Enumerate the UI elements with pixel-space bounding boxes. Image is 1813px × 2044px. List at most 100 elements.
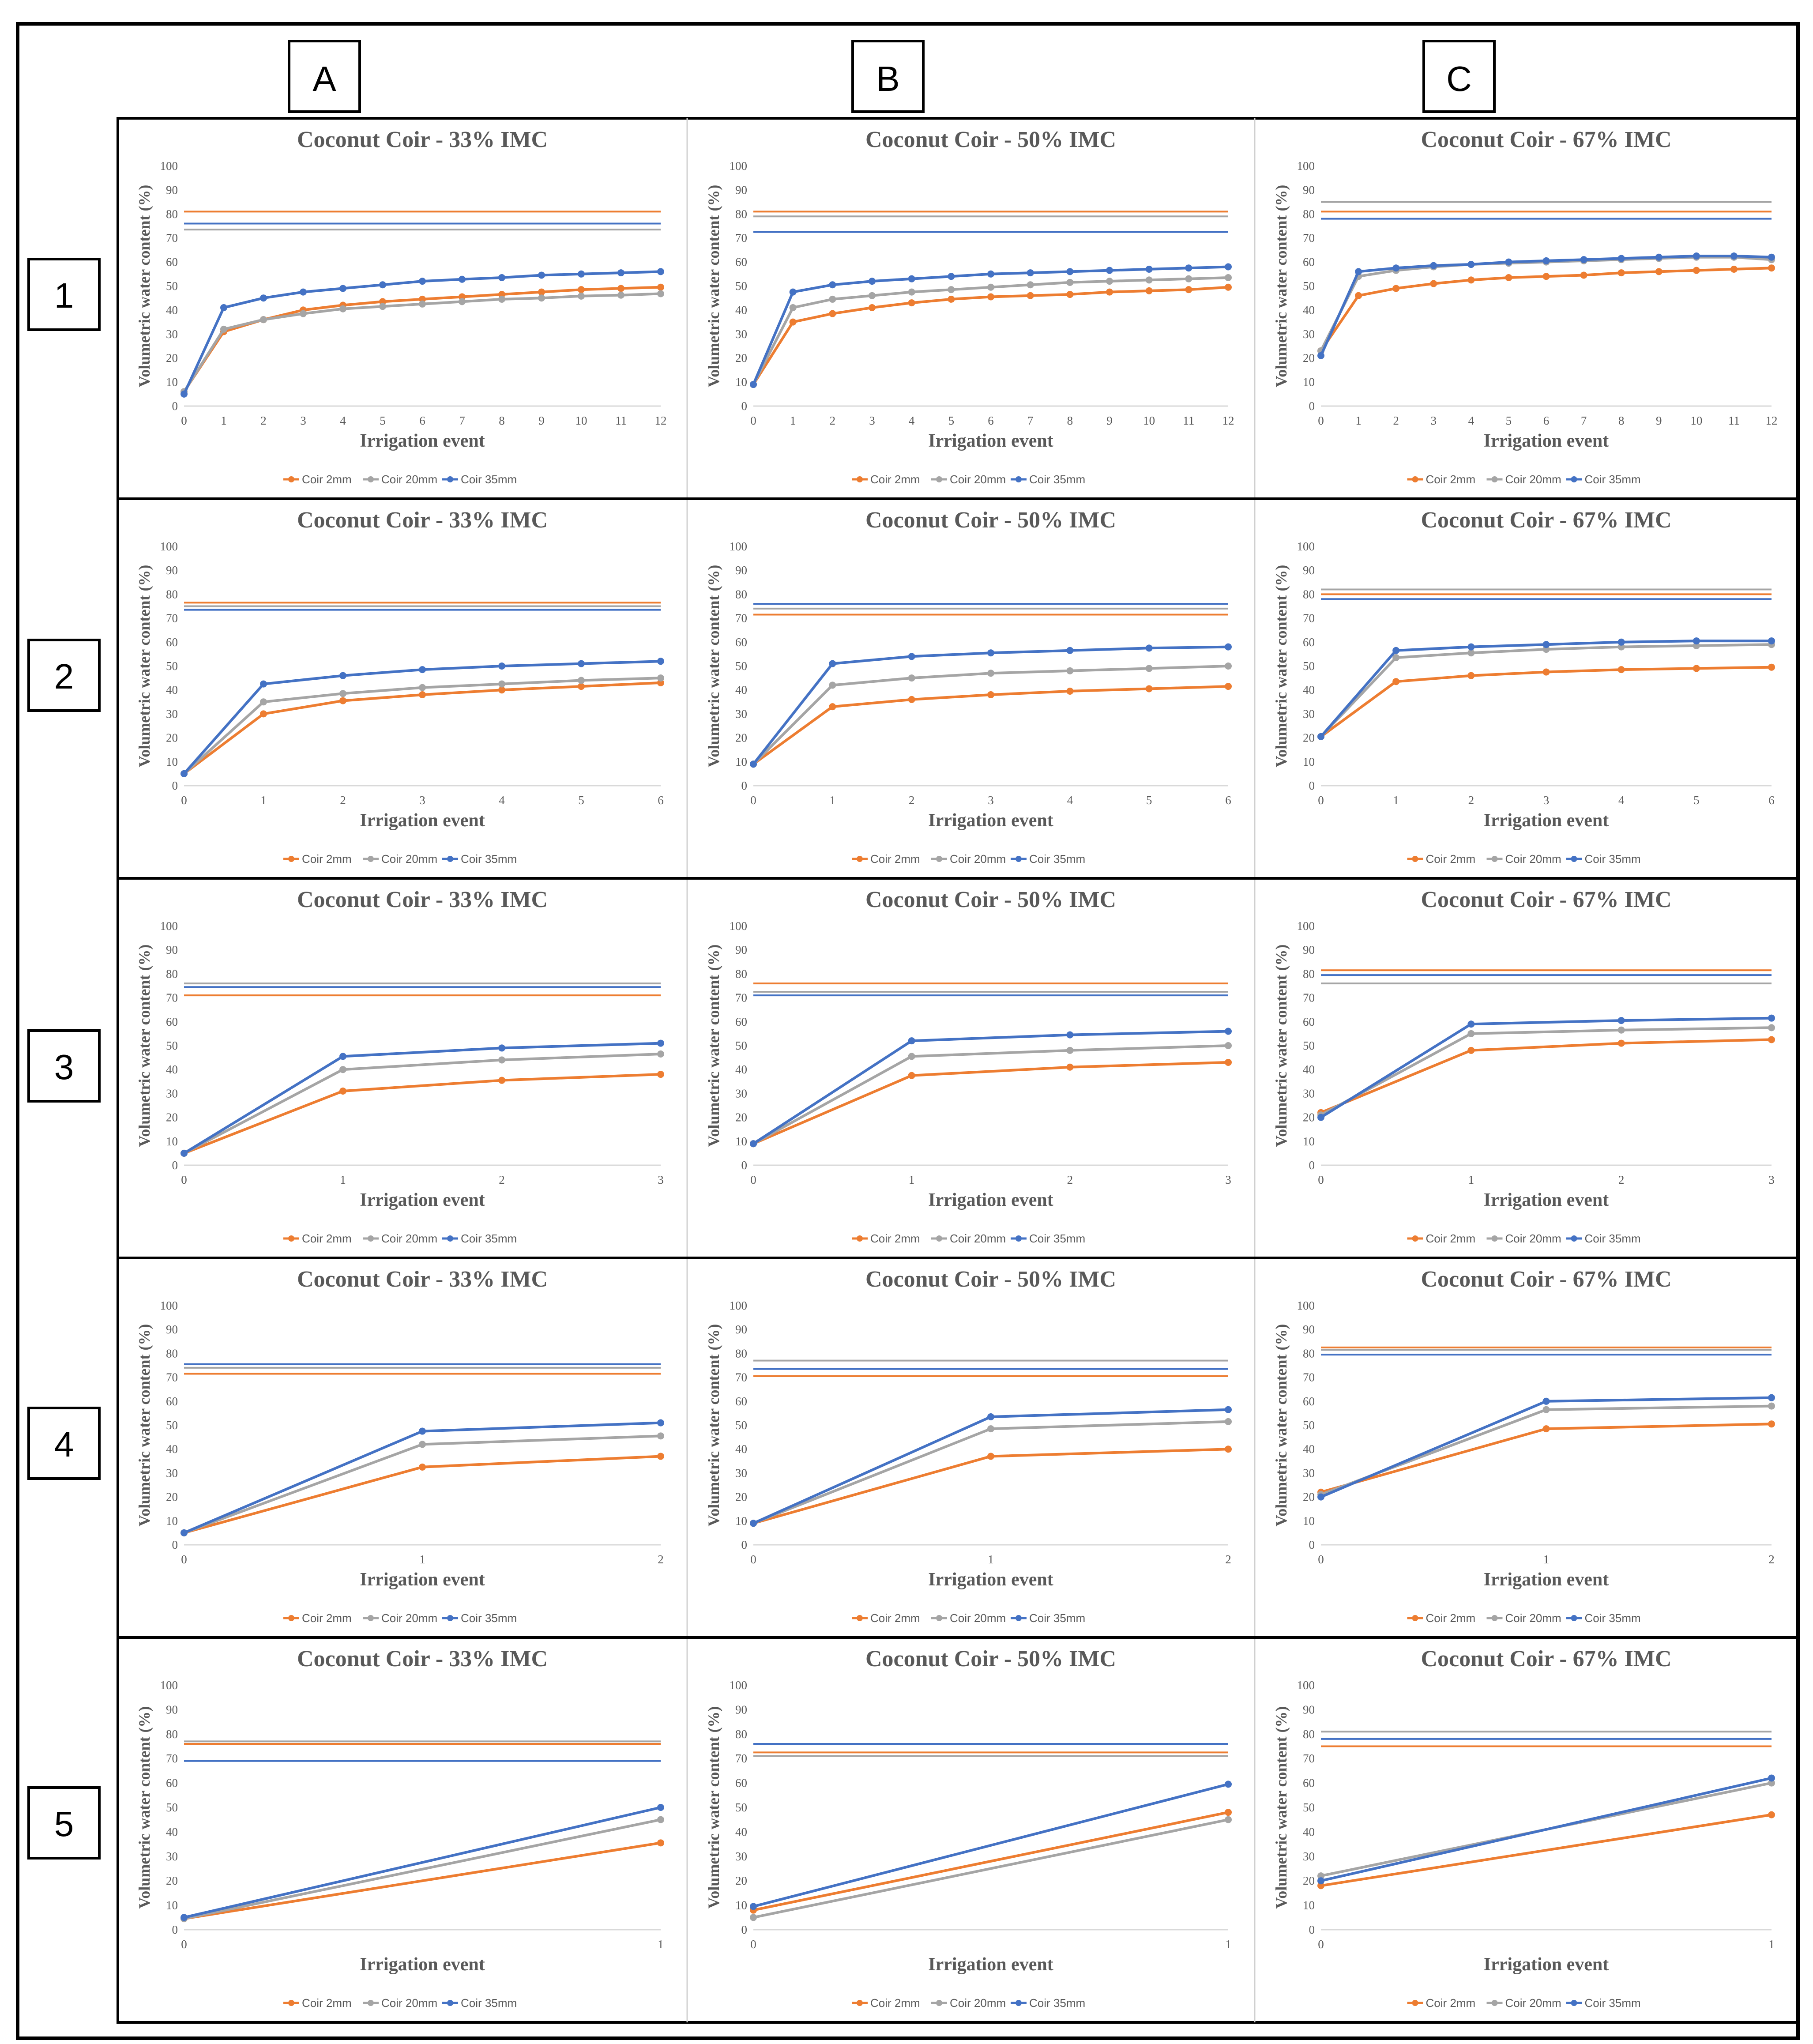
legend-item-coir-20mm: Coir 20mm [363, 852, 437, 866]
row-label-box [27, 1407, 101, 1480]
column-label-b: B [851, 40, 925, 113]
legend-label: Coir 35mm [1029, 1611, 1085, 1625]
data-point-coir-2mm [1317, 1882, 1324, 1890]
legend-label: Coir 35mm [1585, 1611, 1641, 1625]
legend-item-coir-35mm: Coir 35mm [1011, 473, 1085, 486]
y-tick-label: 90 [735, 1703, 747, 1716]
y-tick-label: 80 [735, 587, 747, 601]
data-point-coir-35mm [578, 270, 585, 278]
data-point-coir-20mm [1145, 665, 1153, 672]
y-tick-label: 10 [735, 755, 747, 768]
data-point-coir-20mm [498, 295, 505, 303]
data-point-coir-2mm [657, 1453, 664, 1460]
legend-marker [1491, 476, 1498, 482]
data-point-coir-20mm [1317, 1872, 1324, 1880]
y-tick-label: 80 [735, 1347, 747, 1360]
column-label-text: A [312, 59, 336, 98]
legend-label: Coir 35mm [1585, 1232, 1641, 1245]
y-tick-label: 0 [741, 1923, 748, 1936]
legend-marker [1571, 1235, 1577, 1242]
y-tick-label: 40 [735, 1442, 747, 1456]
data-point-coir-35mm [1317, 352, 1324, 359]
legend-item-coir-2mm: Coir 2mm [1407, 473, 1475, 486]
y-tick-label: 80 [735, 967, 747, 980]
legend-marker [447, 2000, 453, 2006]
y-tick-label: 90 [166, 183, 178, 196]
y-tick-label: 50 [735, 1801, 747, 1814]
data-point-coir-20mm [908, 288, 915, 296]
data-point-coir-35mm [617, 269, 624, 277]
data-point-coir-35mm [1066, 268, 1074, 275]
row-label-text: 5 [54, 1804, 74, 1844]
chart-title: Coconut Coir - 50% IMC [865, 127, 1116, 152]
y-tick-label: 40 [735, 1825, 747, 1838]
y-tick-label: 50 [166, 1039, 178, 1052]
data-point-coir-20mm [1225, 1042, 1232, 1049]
y-tick-label: 30 [166, 1087, 178, 1100]
data-point-coir-2mm [1225, 1058, 1232, 1066]
data-point-coir-2mm [339, 697, 346, 704]
data-point-coir-2mm [1225, 1445, 1232, 1453]
x-axis-label: Irrigation event [928, 431, 1053, 451]
data-point-coir-35mm [498, 274, 505, 281]
y-tick-label: 40 [166, 1442, 178, 1456]
y-tick-label: 60 [1303, 636, 1315, 649]
data-point-coir-20mm [1542, 1406, 1550, 1413]
series-line-coir-2mm [1320, 1038, 1772, 1114]
legend-marker [1571, 2000, 1577, 2006]
data-point-coir-20mm [578, 677, 585, 684]
x-axis-label: Irrigation event [360, 1570, 485, 1590]
y-tick-label: 60 [1303, 1395, 1315, 1408]
legend-label: Coir 20mm [1505, 473, 1561, 486]
legend-marker [1571, 1615, 1577, 1621]
data-point-coir-2mm [1505, 274, 1512, 281]
legend-item-coir-35mm: Coir 35mm [1566, 1232, 1641, 1245]
chart-panels: Coconut Coir - 33% IMC010203040506070809… [118, 118, 1798, 2022]
data-point-coir-35mm [1066, 1031, 1074, 1039]
data-point-coir-2mm [1580, 271, 1587, 279]
data-point-coir-2mm [908, 696, 915, 703]
column-label-text: B [876, 59, 899, 98]
data-point-coir-2mm [1066, 1063, 1074, 1071]
legend-label: Coir 20mm [950, 473, 1006, 486]
y-tick-label: 10 [735, 376, 747, 389]
y-tick-label: 40 [166, 683, 178, 696]
legend-item-coir-2mm: Coir 2mm [1407, 1611, 1475, 1625]
data-point-coir-2mm [260, 710, 267, 718]
chart-title: Coconut Coir - 67% IMC [1421, 127, 1671, 152]
x-tick-label: 4 [1067, 794, 1073, 807]
y-tick-label: 10 [1303, 1514, 1315, 1528]
y-tick-label: 50 [735, 1419, 747, 1432]
x-axis-label: Irrigation event [928, 810, 1053, 831]
x-tick-label: 4 [1618, 794, 1625, 807]
data-point-coir-2mm [948, 295, 955, 303]
data-point-coir-20mm [1467, 1030, 1475, 1037]
y-tick-label: 70 [735, 1371, 747, 1384]
data-point-coir-35mm [419, 666, 426, 674]
data-point-coir-20mm [379, 303, 386, 310]
legend-marker [1016, 1615, 1022, 1621]
y-tick-label: 100 [160, 1299, 178, 1312]
x-tick-label: 1 [790, 414, 796, 427]
legend-label: Coir 20mm [381, 473, 437, 486]
x-tick-label: 9 [1106, 414, 1113, 427]
legend-label: Coir 35mm [461, 473, 517, 486]
legend-marker [1412, 856, 1418, 862]
legend-item-coir-20mm: Coir 20mm [363, 473, 437, 486]
y-tick-label: 50 [166, 659, 178, 673]
data-point-coir-35mm [1617, 255, 1625, 262]
chart-1-c: Coconut Coir - 67% IMC010203040506070809… [1272, 127, 1778, 486]
data-point-coir-35mm [181, 390, 188, 398]
data-point-coir-20mm [339, 305, 346, 312]
y-tick-label: 20 [166, 351, 178, 365]
legend-label: Coir 35mm [461, 1232, 517, 1245]
y-axis-label: Volumetric water content (%) [705, 945, 722, 1147]
data-point-coir-35mm [1505, 258, 1512, 266]
data-point-coir-2mm [498, 1077, 505, 1084]
y-tick-label: 20 [1303, 351, 1315, 365]
y-tick-label: 80 [1303, 207, 1315, 221]
legend-label: Coir 20mm [381, 852, 437, 866]
legend-marker [1571, 856, 1577, 862]
x-tick-label: 2 [909, 794, 915, 807]
data-point-coir-35mm [339, 285, 346, 292]
